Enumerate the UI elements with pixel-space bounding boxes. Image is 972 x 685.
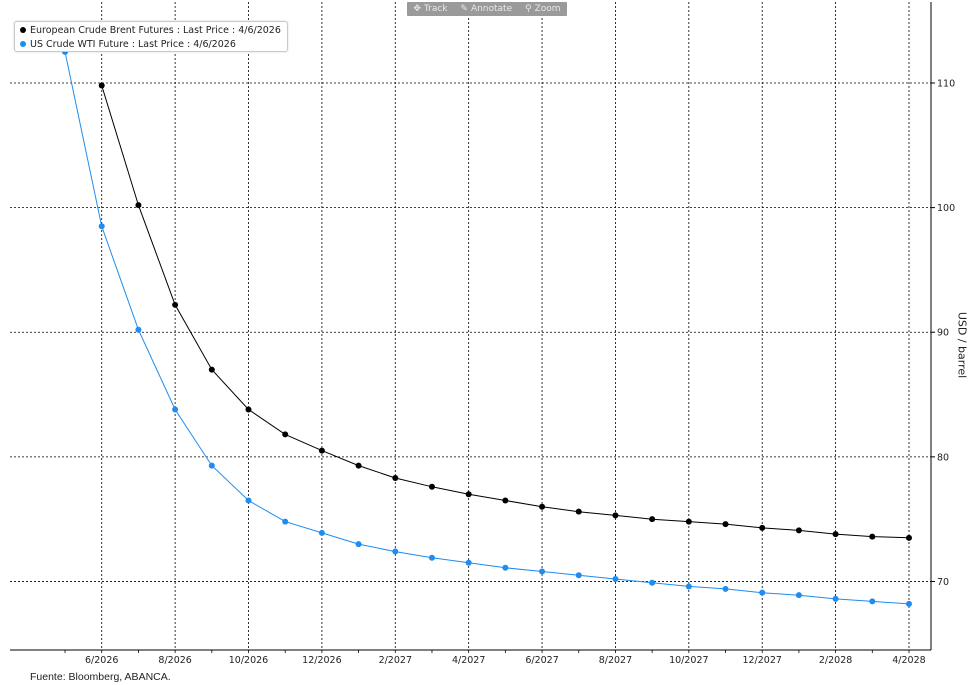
data-point-wti — [612, 575, 619, 582]
data-point-wti — [98, 223, 105, 230]
y-axis-title-wrap: USD / barrel — [952, 270, 972, 420]
data-point-brent — [795, 527, 802, 534]
data-point-brent — [869, 533, 876, 540]
legend-label-brent: European Crude Brent Futures : Last Pric… — [30, 24, 281, 36]
track-button[interactable]: ✥ Track — [413, 4, 447, 14]
data-point-brent — [208, 366, 215, 373]
data-point-brent — [502, 497, 509, 504]
annotate-label: Annotate — [470, 4, 513, 14]
x-tick-labels: 6/2026 8/2026 10/2026 12/2026 2/2027 4/2027 6/… — [85, 655, 926, 666]
zoom-button[interactable]: ⚲ Zoom — [525, 4, 561, 14]
x-tick-label: 10/2027 — [669, 655, 708, 666]
x-tick-label: 6/2027 — [525, 655, 558, 666]
legend-swatch-brent — [20, 27, 26, 33]
data-point-wti — [428, 554, 435, 561]
data-point-wti — [905, 600, 912, 607]
data-point-wti — [502, 564, 509, 571]
legend-swatch-wti — [20, 41, 26, 47]
legend-item-wti: US Crude WTI Future : Last Price : 4/6/2… — [15, 38, 287, 50]
y-tick-label: 100 — [937, 203, 955, 214]
data-point-wti — [245, 497, 252, 504]
x-tick-label: 10/2026 — [229, 655, 268, 666]
data-point-brent — [685, 518, 692, 525]
x-tick-label: 4/2027 — [452, 655, 485, 666]
x-tick-label: 8/2026 — [158, 655, 191, 666]
data-point-wti — [282, 518, 289, 525]
axes — [10, 2, 935, 653]
track-label: Track — [423, 4, 448, 14]
chart-legend: European Crude Brent Futures : Last Pric… — [14, 21, 288, 52]
legend-item-brent: European Crude Brent Futures : Last Pric… — [15, 24, 287, 36]
x-tick-label: 2/2027 — [379, 655, 412, 666]
x-tick-label: 8/2027 — [599, 655, 632, 666]
data-point-wti — [355, 541, 362, 548]
y-tick-labels: 70 80 90 100 110 — [937, 79, 955, 588]
series-layer — [62, 48, 912, 607]
data-point-brent — [318, 447, 325, 454]
x-tick-label: 12/2027 — [742, 655, 781, 666]
x-tick-label: 2/2028 — [819, 655, 852, 666]
data-point-wti — [172, 406, 179, 413]
y-tick-label: 90 — [937, 328, 949, 339]
data-point-brent — [759, 524, 766, 531]
data-point-wti — [392, 548, 399, 555]
data-point-wti — [135, 326, 142, 333]
data-point-brent — [428, 483, 435, 490]
zoom-label: Zoom — [534, 4, 561, 14]
crosshair-icon: ✥ — [413, 4, 421, 14]
series-line-brent — [101, 85, 910, 539]
data-point-brent — [612, 512, 619, 519]
data-point-brent — [135, 202, 142, 209]
x-tick-label: 6/2026 — [85, 655, 118, 666]
data-point-wti — [649, 579, 656, 586]
data-point-wti — [722, 585, 729, 592]
y-tick-label: 80 — [937, 452, 949, 463]
data-point-wti — [208, 462, 215, 469]
data-point-wti — [832, 595, 839, 602]
data-point-brent — [392, 475, 399, 482]
data-point-brent — [832, 531, 839, 538]
y-axis-title: USD / barrel — [955, 311, 969, 379]
data-point-wti — [575, 572, 582, 579]
pencil-icon: ✎ — [460, 4, 468, 14]
data-point-brent — [539, 503, 546, 510]
y-tick-label: 70 — [937, 577, 949, 588]
y-tick-label: 110 — [937, 79, 955, 90]
data-point-brent — [282, 431, 289, 438]
data-point-brent — [245, 406, 252, 413]
data-point-brent — [98, 82, 105, 89]
data-point-brent — [172, 301, 179, 308]
chart-toolbar: ✥ Track ✎ Annotate ⚲ Zoom — [407, 2, 567, 16]
data-point-wti — [795, 592, 802, 599]
data-point-brent — [355, 462, 362, 469]
data-point-brent — [575, 508, 582, 515]
data-point-wti — [539, 568, 546, 575]
legend-label-wti: US Crude WTI Future : Last Price : 4/6/2… — [30, 38, 236, 50]
data-point-brent — [649, 516, 656, 523]
source-note: Fuente: Bloomberg, ABANCA. — [30, 671, 171, 683]
data-point-brent — [465, 491, 472, 498]
data-point-wti — [759, 589, 766, 596]
data-point-wti — [869, 598, 876, 605]
data-point-brent — [905, 534, 912, 541]
series-line-wti — [64, 51, 910, 605]
data-point-wti — [318, 529, 325, 536]
x-tick-label: 12/2026 — [302, 655, 341, 666]
data-point-wti — [685, 583, 692, 590]
data-point-wti — [465, 559, 472, 566]
annotate-button[interactable]: ✎ Annotate — [460, 4, 512, 14]
grid-lines — [10, 2, 931, 650]
magnifier-icon: ⚲ — [524, 4, 532, 14]
data-point-brent — [722, 521, 729, 528]
x-tick-label: 4/2028 — [892, 655, 925, 666]
